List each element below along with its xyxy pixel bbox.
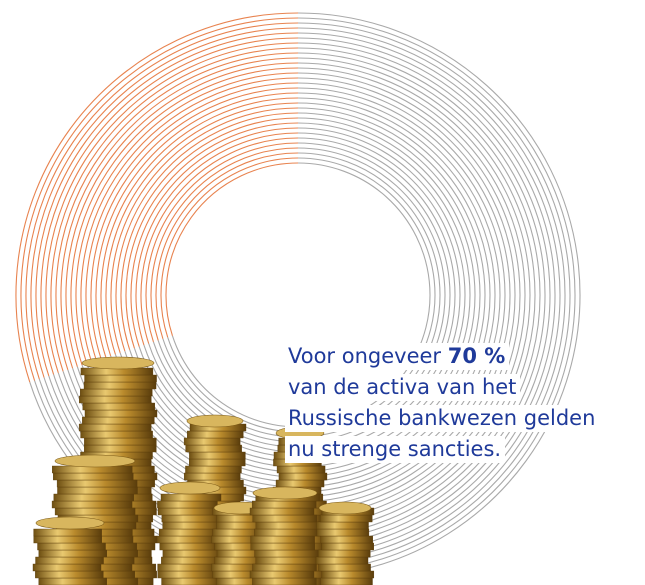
coin bbox=[34, 529, 102, 536]
coin bbox=[254, 529, 318, 536]
caption-highlight: 70 % bbox=[448, 344, 506, 368]
coin bbox=[84, 445, 156, 452]
coin bbox=[256, 557, 320, 564]
remaining-arc bbox=[16, 13, 298, 382]
coin bbox=[80, 389, 152, 396]
coin bbox=[184, 438, 240, 445]
coin bbox=[317, 522, 369, 529]
coin bbox=[79, 396, 151, 403]
coin bbox=[163, 550, 223, 557]
infographic: Voor ongeveer 70 % van de activa van het… bbox=[0, 0, 645, 585]
coin bbox=[38, 543, 106, 550]
coin bbox=[320, 578, 372, 585]
coin bbox=[55, 508, 135, 515]
coin bbox=[250, 508, 314, 515]
coin bbox=[159, 529, 219, 536]
coin bbox=[185, 466, 241, 473]
coin bbox=[277, 466, 325, 473]
coin bbox=[253, 515, 317, 522]
coin bbox=[157, 536, 217, 543]
coin-top bbox=[82, 357, 154, 369]
coin bbox=[163, 522, 223, 529]
coin bbox=[321, 536, 373, 543]
coin bbox=[184, 473, 240, 480]
coin bbox=[39, 578, 107, 585]
coin bbox=[186, 445, 242, 452]
coin bbox=[79, 424, 151, 431]
coin bbox=[162, 578, 222, 585]
coin bbox=[54, 494, 134, 501]
coin bbox=[251, 543, 315, 550]
coin bbox=[322, 543, 374, 550]
coin bbox=[161, 494, 221, 501]
coin bbox=[158, 508, 218, 515]
coin bbox=[318, 550, 370, 557]
coin bbox=[279, 473, 327, 480]
coin-top bbox=[55, 455, 135, 467]
coin bbox=[84, 382, 156, 389]
coin bbox=[39, 550, 107, 557]
coin bbox=[160, 543, 220, 550]
coin bbox=[276, 480, 324, 487]
coin bbox=[161, 557, 221, 564]
coin bbox=[35, 571, 103, 578]
coin bbox=[83, 403, 155, 410]
coin bbox=[250, 571, 314, 578]
coin bbox=[34, 536, 102, 543]
caption-line: van de activa van het bbox=[285, 374, 520, 401]
coin bbox=[82, 417, 154, 424]
coin bbox=[252, 501, 316, 508]
coin bbox=[255, 550, 319, 557]
caption: Voor ongeveer 70 % van de activa van het… bbox=[285, 343, 599, 467]
donut-art bbox=[0, 0, 645, 585]
coin bbox=[85, 410, 157, 417]
coin bbox=[252, 578, 316, 585]
coin bbox=[189, 459, 245, 466]
coin bbox=[320, 515, 372, 522]
coin bbox=[33, 564, 101, 571]
caption-line: nu strenge sancties. bbox=[285, 436, 505, 463]
coin bbox=[251, 536, 315, 543]
coin bbox=[316, 557, 368, 564]
coin bbox=[189, 452, 245, 459]
caption-line: Russische bankwezen gelden bbox=[285, 405, 599, 432]
coin-top bbox=[319, 502, 371, 514]
coin bbox=[84, 438, 156, 445]
coin bbox=[36, 557, 104, 564]
coin-top bbox=[253, 487, 317, 499]
coin bbox=[85, 375, 157, 382]
coin bbox=[319, 564, 371, 571]
coin bbox=[253, 564, 317, 571]
coin bbox=[57, 480, 137, 487]
coin bbox=[157, 501, 217, 508]
coin bbox=[57, 487, 137, 494]
coin bbox=[52, 501, 132, 508]
coin bbox=[162, 515, 222, 522]
coin bbox=[158, 564, 218, 571]
coin bbox=[81, 431, 153, 438]
coin bbox=[53, 473, 133, 480]
coin-top bbox=[187, 415, 243, 427]
coin-top bbox=[36, 517, 104, 529]
coin-top bbox=[160, 482, 220, 494]
coin bbox=[256, 522, 320, 529]
coin bbox=[158, 571, 218, 578]
caption-text: Voor ongeveer bbox=[288, 344, 441, 368]
caption-line: Voor ongeveer 70 % bbox=[285, 343, 509, 370]
coin bbox=[187, 431, 243, 438]
coin bbox=[317, 529, 369, 536]
coin bbox=[322, 571, 374, 578]
